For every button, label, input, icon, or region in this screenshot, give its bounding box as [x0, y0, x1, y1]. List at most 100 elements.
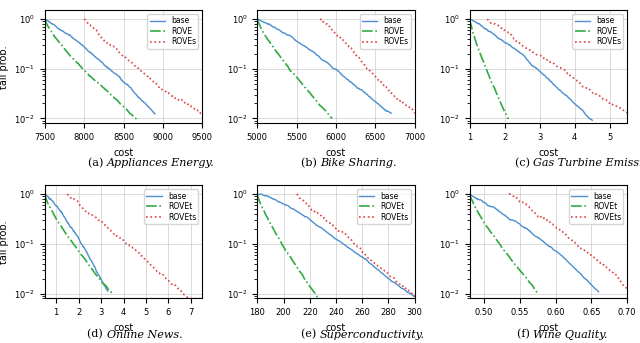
base	[543, 243, 550, 247]
base	[595, 290, 602, 294]
ROVEs	[402, 103, 410, 107]
ROVEt	[508, 258, 515, 262]
base	[106, 68, 114, 72]
base	[141, 101, 148, 105]
ROVEs	[483, 17, 491, 21]
ROVEs	[484, 17, 492, 22]
ROVE	[504, 117, 512, 121]
ROVE	[253, 18, 261, 22]
ROVEt	[83, 259, 90, 263]
ROVEt	[310, 291, 318, 295]
ROVE	[466, 18, 474, 22]
ROVEs	[316, 17, 324, 21]
base	[79, 243, 86, 247]
base	[545, 244, 552, 248]
ROVEt	[253, 193, 261, 197]
ROVEt	[41, 192, 49, 196]
ROVE	[96, 83, 104, 87]
ROVEs	[396, 98, 404, 103]
ROVEs	[602, 97, 609, 102]
ROVEts	[506, 192, 513, 196]
base	[79, 243, 86, 247]
base	[151, 112, 159, 116]
Text: Bike Sharing.: Bike Sharing.	[320, 158, 397, 168]
Legend: base, ROVE, ROVEs: base, ROVE, ROVEs	[147, 14, 198, 49]
ROVE	[321, 108, 329, 112]
ROVEts	[605, 268, 613, 272]
base	[539, 72, 547, 76]
base	[258, 192, 266, 196]
base	[577, 107, 584, 111]
X-axis label: cost: cost	[113, 147, 134, 157]
base	[104, 289, 111, 293]
base	[541, 73, 548, 78]
ROVEts	[63, 192, 71, 196]
base	[108, 69, 116, 73]
base	[575, 270, 582, 274]
base	[367, 95, 374, 99]
ROVEts	[64, 193, 72, 197]
ROVE	[328, 116, 336, 120]
ROVEts	[363, 253, 371, 258]
ROVEs	[372, 76, 380, 80]
ROVEs	[569, 76, 577, 80]
Line: base: base	[45, 19, 155, 114]
ROVEt	[81, 257, 88, 261]
X-axis label: cost: cost	[326, 323, 346, 333]
base	[350, 250, 358, 254]
ROVEts	[623, 287, 631, 291]
Line: ROVEs: ROVEs	[320, 19, 415, 113]
base	[466, 17, 474, 21]
Text: (c): (c)	[515, 158, 533, 168]
Text: (e): (e)	[301, 329, 320, 340]
Text: (a): (a)	[88, 158, 107, 168]
ROVEt	[524, 277, 531, 281]
X-axis label: cost: cost	[538, 147, 559, 157]
ROVEs	[372, 76, 380, 80]
ROVEs	[150, 81, 158, 85]
ROVEt	[253, 192, 261, 196]
ROVEt	[315, 296, 323, 300]
X-axis label: cost: cost	[326, 147, 346, 157]
ROVEts	[612, 274, 620, 278]
ROVEt	[307, 285, 314, 289]
Line: ROVEts: ROVEts	[509, 194, 627, 289]
Legend: base, ROVE, ROVEs: base, ROVE, ROVEs	[572, 14, 623, 49]
Line: base: base	[470, 19, 592, 120]
ROVEt	[41, 193, 49, 197]
ROVEts	[400, 284, 408, 288]
ROVEs	[611, 104, 618, 108]
base	[542, 242, 550, 246]
Line: ROVEt: ROVEt	[257, 194, 320, 298]
Line: base: base	[45, 194, 108, 291]
Line: base: base	[257, 194, 415, 297]
ROVEt	[316, 296, 324, 300]
ROVEts	[365, 256, 372, 260]
base	[41, 192, 49, 196]
Legend: base, ROVEt, ROVEts: base, ROVEt, ROVEts	[356, 189, 411, 224]
Legend: base, ROVE, ROVEs: base, ROVE, ROVEs	[360, 14, 411, 49]
Legend: base, ROVEt, ROVEts: base, ROVEt, ROVEts	[144, 189, 198, 224]
Line: ROVEt: ROVEt	[470, 194, 538, 294]
ROVEts	[198, 296, 206, 300]
ROVE	[489, 82, 497, 86]
ROVEt	[292, 263, 300, 268]
ROVEt	[506, 256, 514, 260]
base	[106, 67, 114, 71]
ROVEs	[374, 78, 382, 82]
Line: base: base	[470, 194, 598, 292]
Line: ROVEts: ROVEts	[67, 194, 202, 298]
Text: (b): (b)	[301, 158, 320, 168]
Line: ROVEt: ROVEt	[45, 194, 112, 294]
ROVEts	[576, 246, 584, 250]
ROVEs	[81, 17, 88, 21]
ROVEts	[575, 246, 583, 250]
ROVEt	[291, 262, 299, 266]
ROVE	[41, 17, 49, 21]
base	[333, 68, 340, 72]
base	[98, 279, 106, 283]
ROVE	[41, 18, 49, 22]
ROVEs	[188, 105, 195, 109]
base	[41, 17, 49, 21]
ROVEts	[293, 192, 301, 197]
